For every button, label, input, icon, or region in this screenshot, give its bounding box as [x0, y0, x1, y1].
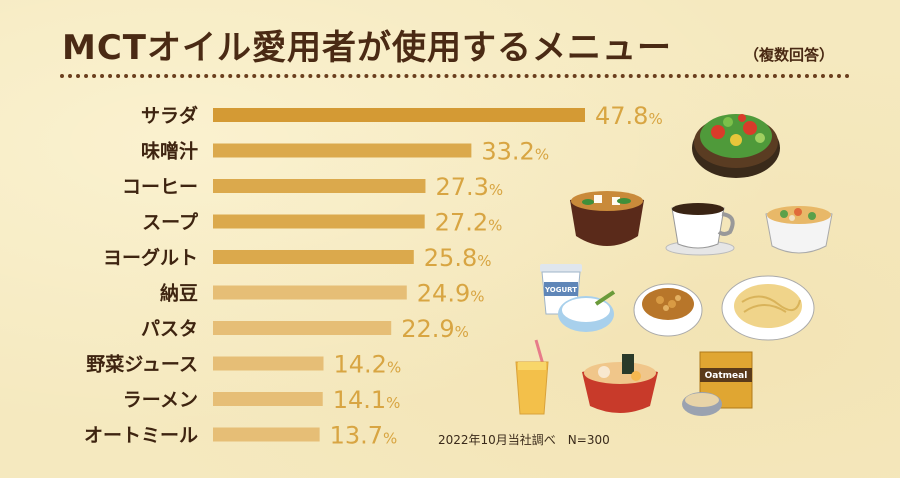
bar	[213, 143, 472, 158]
yogurt-cup-label: YOGURT	[544, 286, 577, 294]
bar	[213, 250, 414, 264]
bar	[213, 285, 407, 300]
title-divider	[60, 74, 850, 78]
value-label: 27.3%	[435, 173, 503, 201]
category-label: ヨーグルト	[103, 246, 198, 269]
coffee-icon	[665, 203, 735, 256]
bar	[213, 214, 425, 229]
chart-title: MCTオイル愛用者が使用するメニュー	[62, 28, 672, 68]
category-label: コーヒー	[122, 176, 198, 198]
value-label: 25.8%	[424, 244, 492, 272]
bar	[213, 179, 426, 193]
category-label: サラダ	[141, 104, 198, 127]
value-label: 33.2%	[481, 138, 549, 166]
value-label: 14.2%	[334, 351, 402, 379]
bar	[213, 427, 320, 442]
category-label: パスタ	[141, 318, 198, 340]
oatmeal-package-label: Oatmeal	[705, 371, 748, 381]
soup-icon	[765, 206, 833, 254]
category-label: ラーメン	[123, 389, 198, 411]
value-label: 27.2%	[435, 209, 503, 237]
natto-icon	[633, 283, 703, 337]
yogurt-bowl-icon	[558, 290, 616, 332]
bar	[213, 356, 324, 371]
category-label: 味噌汁	[141, 140, 198, 163]
ramen-icon	[582, 354, 658, 413]
value-label: 47.8%	[595, 102, 663, 130]
miso-soup-icon	[570, 191, 644, 246]
survey-note: 2022年10月当社調べ N=300	[438, 433, 610, 447]
value-label: 14.1%	[333, 386, 401, 414]
salad-icon	[692, 114, 780, 178]
pasta-icon	[721, 275, 815, 341]
bar	[213, 108, 585, 122]
value-label: 13.7%	[330, 422, 398, 450]
value-label: 24.9%	[417, 280, 485, 308]
bar	[213, 321, 392, 335]
oatmeal-icon: Oatmeal	[682, 351, 753, 416]
value-label: 22.9%	[401, 315, 469, 343]
category-label: オートミール	[84, 425, 198, 447]
category-label: 野菜ジュース	[86, 353, 198, 376]
chart-subtitle: （複数回答）	[744, 46, 835, 64]
bar	[213, 392, 323, 406]
category-label: 納豆	[160, 282, 198, 305]
vegetable-juice-icon	[515, 339, 549, 415]
category-label: スープ	[142, 211, 199, 234]
